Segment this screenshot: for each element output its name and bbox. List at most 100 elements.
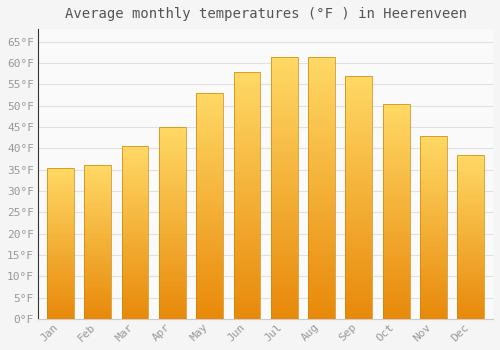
Bar — [458, 312, 484, 314]
Bar — [84, 259, 111, 261]
Bar — [84, 170, 111, 172]
Bar — [234, 218, 260, 220]
Bar — [47, 201, 74, 202]
Bar — [47, 207, 74, 209]
Bar — [122, 229, 148, 231]
Bar — [308, 75, 335, 78]
Bar — [308, 282, 335, 285]
Bar — [47, 231, 74, 233]
Bar — [196, 197, 223, 199]
Bar — [420, 315, 447, 317]
Bar — [234, 72, 260, 74]
Bar — [382, 304, 409, 306]
Bar — [234, 230, 260, 232]
Bar — [458, 168, 484, 169]
Bar — [122, 262, 148, 264]
Bar — [458, 280, 484, 281]
Bar — [84, 298, 111, 299]
Bar — [382, 123, 409, 125]
Bar — [346, 107, 372, 110]
Bar — [234, 173, 260, 175]
Bar — [382, 151, 409, 153]
Bar — [47, 199, 74, 201]
Bar — [420, 286, 447, 288]
Bar — [47, 316, 74, 317]
Bar — [382, 147, 409, 149]
Bar — [382, 300, 409, 302]
Bar — [47, 217, 74, 219]
Bar — [420, 240, 447, 242]
Bar — [420, 233, 447, 234]
Bar — [382, 162, 409, 164]
Bar — [234, 274, 260, 277]
Bar — [458, 260, 484, 261]
Bar — [271, 156, 297, 159]
Bar — [234, 89, 260, 91]
Bar — [234, 106, 260, 109]
Bar — [159, 133, 186, 135]
Bar — [271, 57, 297, 319]
Bar — [47, 302, 74, 304]
Bar — [271, 120, 297, 122]
Bar — [458, 155, 484, 319]
Bar — [84, 230, 111, 231]
Bar — [420, 229, 447, 231]
Bar — [234, 198, 260, 200]
Bar — [122, 250, 148, 252]
Bar — [420, 160, 447, 161]
Bar — [458, 302, 484, 304]
Bar — [308, 130, 335, 133]
Bar — [122, 196, 148, 198]
Bar — [47, 314, 74, 316]
Bar — [346, 239, 372, 241]
Bar — [382, 209, 409, 211]
Bar — [346, 210, 372, 212]
Bar — [122, 293, 148, 295]
Bar — [420, 148, 447, 150]
Bar — [346, 163, 372, 166]
Bar — [382, 179, 409, 181]
Bar — [308, 232, 335, 235]
Bar — [420, 310, 447, 312]
Bar — [271, 138, 297, 141]
Bar — [420, 312, 447, 313]
Bar — [271, 162, 297, 164]
Bar — [234, 151, 260, 153]
Bar — [458, 258, 484, 260]
Bar — [346, 219, 372, 222]
Bar — [420, 244, 447, 246]
Bar — [196, 242, 223, 244]
Bar — [382, 220, 409, 222]
Bar — [122, 160, 148, 162]
Bar — [84, 202, 111, 204]
Bar — [271, 65, 297, 67]
Bar — [122, 245, 148, 246]
Bar — [84, 293, 111, 294]
Bar — [196, 262, 223, 265]
Bar — [84, 274, 111, 276]
Bar — [159, 306, 186, 307]
Bar — [420, 289, 447, 292]
Bar — [271, 314, 297, 316]
Bar — [308, 122, 335, 125]
Bar — [196, 111, 223, 113]
Bar — [420, 139, 447, 141]
Bar — [271, 75, 297, 78]
Bar — [271, 272, 297, 274]
Bar — [271, 177, 297, 180]
Bar — [234, 247, 260, 250]
Bar — [84, 265, 111, 267]
Bar — [196, 102, 223, 104]
Bar — [382, 229, 409, 231]
Bar — [159, 286, 186, 288]
Bar — [382, 231, 409, 233]
Bar — [420, 317, 447, 319]
Bar — [196, 147, 223, 149]
Bar — [346, 154, 372, 156]
Bar — [308, 70, 335, 72]
Bar — [382, 276, 409, 278]
Bar — [159, 163, 186, 166]
Bar — [234, 111, 260, 114]
Bar — [159, 246, 186, 248]
Bar — [308, 206, 335, 209]
